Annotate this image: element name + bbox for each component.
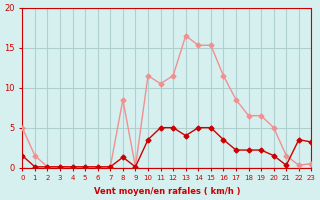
X-axis label: Vent moyen/en rafales ( km/h ): Vent moyen/en rafales ( km/h ) <box>94 187 240 196</box>
